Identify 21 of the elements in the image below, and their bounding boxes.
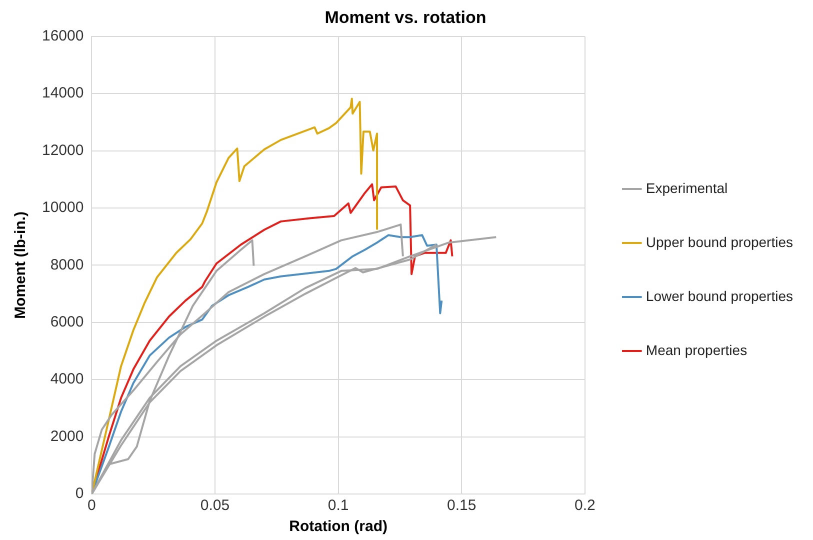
chart-title: Moment vs. rotation	[324, 8, 486, 27]
legend-label: Experimental	[646, 180, 728, 196]
y-tick-label: 16000	[42, 28, 84, 45]
y-tick-label: 14000	[42, 84, 84, 102]
x-axis-title: Rotation (rad)	[289, 518, 388, 536]
legend-label: Mean properties	[646, 342, 748, 358]
y-tick-label: 12000	[42, 142, 84, 159]
x-tick-label: 0.15	[447, 497, 476, 514]
x-tick-label: 0.05	[200, 497, 230, 514]
x-tick-label: 0.2	[574, 497, 596, 514]
y-tick-label: 4000	[50, 370, 84, 388]
legend-label: Lower bound properties	[646, 288, 794, 304]
y-tick-label: 2000	[50, 428, 84, 445]
y-tick-label: 0	[75, 485, 84, 502]
legend-label: Upper bound properties	[646, 234, 794, 250]
y-tick-label: 10000	[42, 199, 84, 216]
y-axis-title: Moment (lb-in.)	[12, 211, 30, 319]
y-tick-label: 8000	[50, 256, 84, 274]
x-tick-label: 0	[88, 497, 96, 514]
x-tick-label: 0.1	[328, 497, 349, 514]
y-tick-label: 6000	[50, 314, 84, 331]
